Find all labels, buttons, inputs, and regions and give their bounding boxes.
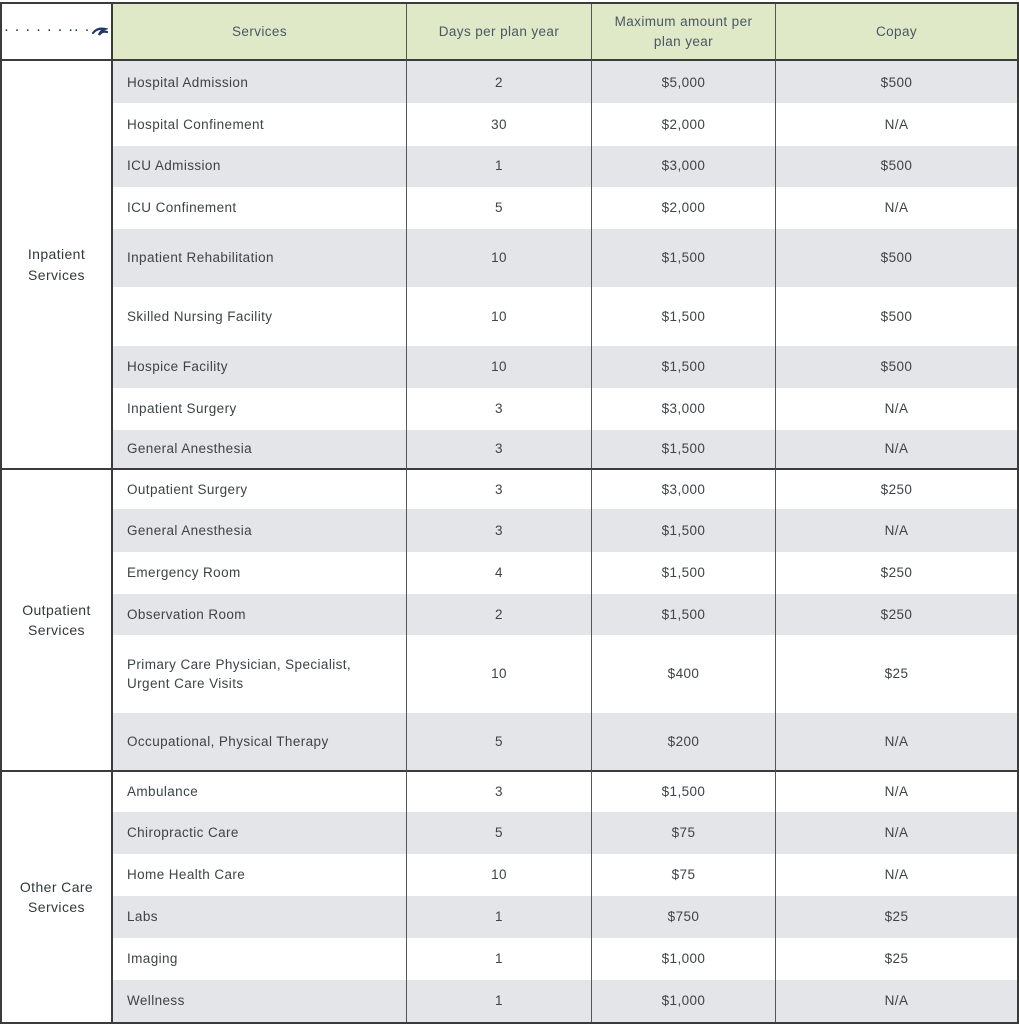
- logo-swoosh-icon: [92, 27, 109, 36]
- service-cell: ICU Admission: [113, 145, 407, 187]
- days-cell: 5: [407, 186, 592, 230]
- copay-cell: $250: [776, 593, 1017, 636]
- days-cell: 1: [407, 896, 592, 938]
- service-cell: Observation Room: [113, 593, 407, 636]
- days-cell: 3: [407, 509, 592, 552]
- days-cell: 2: [407, 61, 592, 104]
- max-amount-cell: $1,500: [592, 429, 776, 469]
- max-amount-cell: $75: [592, 811, 776, 855]
- days-cell: 1: [407, 937, 592, 980]
- service-cell: Home Health Care: [113, 854, 407, 897]
- group-label-outpatient-services: Outpatient Services: [2, 468, 113, 770]
- column-header-maximum-amount-per-plan-year: Maximum amount per plan year: [592, 4, 776, 62]
- copay-cell: N/A: [776, 979, 1017, 1022]
- max-amount-cell: $1,500: [592, 509, 776, 552]
- days-cell: 5: [407, 713, 592, 770]
- service-cell: Outpatient Surgery: [113, 468, 407, 510]
- copay-cell: N/A: [776, 811, 1017, 855]
- max-amount-cell: $2,000: [592, 103, 776, 146]
- column-header-copay: Copay: [776, 4, 1017, 62]
- service-cell: Ambulance: [113, 769, 407, 812]
- days-cell: 2: [407, 593, 592, 636]
- copay-cell: N/A: [776, 713, 1017, 770]
- max-amount-cell: $2,000: [592, 186, 776, 230]
- copay-cell: N/A: [776, 509, 1017, 552]
- logo: · · · · · · ·· ·: [2, 4, 113, 62]
- copay-cell: $500: [776, 345, 1017, 388]
- service-cell: Labs: [113, 896, 407, 938]
- max-amount-cell: $3,000: [592, 145, 776, 187]
- service-cell: Primary Care Physician, Specialist, Urge…: [113, 635, 407, 714]
- days-cell: 10: [407, 635, 592, 714]
- service-cell: General Anesthesia: [113, 429, 407, 469]
- max-amount-cell: $1,500: [592, 229, 776, 288]
- service-cell: Wellness: [113, 979, 407, 1022]
- copay-cell: N/A: [776, 769, 1017, 812]
- max-amount-cell: $1,000: [592, 937, 776, 980]
- max-amount-cell: $1,500: [592, 593, 776, 636]
- max-amount-cell: $75: [592, 854, 776, 897]
- days-cell: 3: [407, 769, 592, 812]
- service-cell: Emergency Room: [113, 551, 407, 594]
- days-cell: 10: [407, 287, 592, 346]
- days-cell: 1: [407, 979, 592, 1022]
- copay-cell: N/A: [776, 186, 1017, 230]
- service-cell: Inpatient Rehabilitation: [113, 229, 407, 288]
- column-header-days-per-plan-year: Days per plan year: [407, 4, 592, 62]
- copay-cell: $500: [776, 61, 1017, 104]
- service-cell: Hospital Admission: [113, 61, 407, 104]
- days-cell: 1: [407, 145, 592, 187]
- max-amount-cell: $1,500: [592, 551, 776, 594]
- copay-cell: N/A: [776, 429, 1017, 469]
- group-label-inpatient-services: Inpatient Services: [2, 61, 113, 469]
- days-cell: 10: [407, 345, 592, 388]
- max-amount-cell: $1,500: [592, 769, 776, 812]
- max-amount-cell: $3,000: [592, 468, 776, 510]
- service-cell: General Anesthesia: [113, 509, 407, 552]
- service-cell: Chiropractic Care: [113, 811, 407, 855]
- days-cell: 3: [407, 468, 592, 510]
- copay-cell: $250: [776, 551, 1017, 594]
- copay-cell: N/A: [776, 854, 1017, 897]
- copay-cell: $250: [776, 468, 1017, 510]
- copay-cell: $25: [776, 896, 1017, 938]
- service-cell: Imaging: [113, 937, 407, 980]
- copay-cell: $500: [776, 287, 1017, 346]
- max-amount-cell: $3,000: [592, 387, 776, 430]
- dotted-wordmark-icon: · · · · · · ·· ·: [4, 24, 92, 37]
- copay-cell: $500: [776, 229, 1017, 288]
- days-cell: 3: [407, 429, 592, 469]
- copay-cell: N/A: [776, 103, 1017, 146]
- copay-cell: $500: [776, 145, 1017, 187]
- max-amount-cell: $5,000: [592, 61, 776, 104]
- copay-cell: N/A: [776, 387, 1017, 430]
- max-amount-cell: $1,000: [592, 979, 776, 1022]
- service-cell: ICU Confinement: [113, 186, 407, 230]
- column-header-services: Services: [113, 4, 407, 62]
- copay-cell: $25: [776, 937, 1017, 980]
- max-amount-cell: $1,500: [592, 287, 776, 346]
- max-amount-cell: $1,500: [592, 345, 776, 388]
- days-cell: 30: [407, 103, 592, 146]
- days-cell: 10: [407, 854, 592, 897]
- days-cell: 3: [407, 387, 592, 430]
- days-cell: 4: [407, 551, 592, 594]
- max-amount-cell: $200: [592, 713, 776, 770]
- service-cell: Skilled Nursing Facility: [113, 287, 407, 346]
- service-cell: Occupational, Physical Therapy: [113, 713, 407, 770]
- max-amount-cell: $750: [592, 896, 776, 938]
- copay-cell: $25: [776, 635, 1017, 714]
- service-cell: Inpatient Surgery: [113, 387, 407, 430]
- days-cell: 5: [407, 811, 592, 855]
- days-cell: 10: [407, 229, 592, 288]
- service-cell: Hospice Facility: [113, 345, 407, 388]
- service-cell: Hospital Confinement: [113, 103, 407, 146]
- max-amount-cell: $400: [592, 635, 776, 714]
- group-label-other-care-services: Other Care Services: [2, 769, 113, 1022]
